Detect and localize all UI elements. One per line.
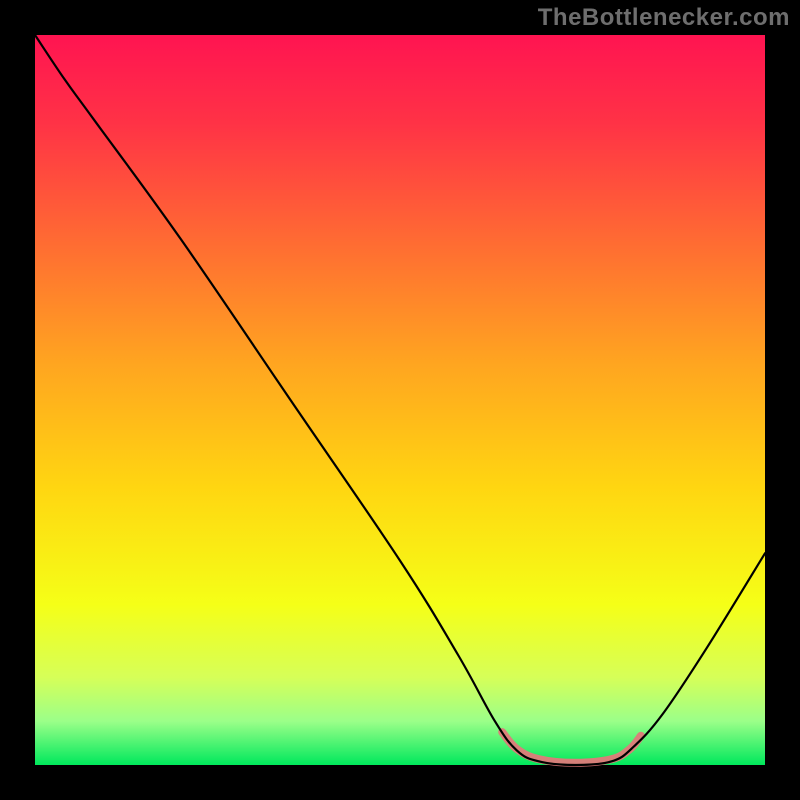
- gradient-background: [35, 35, 765, 765]
- chart-wrapper: TheBottlenecker.com: [0, 0, 800, 800]
- bottleneck-curve-chart: [0, 0, 800, 800]
- watermark-text: TheBottlenecker.com: [538, 4, 790, 32]
